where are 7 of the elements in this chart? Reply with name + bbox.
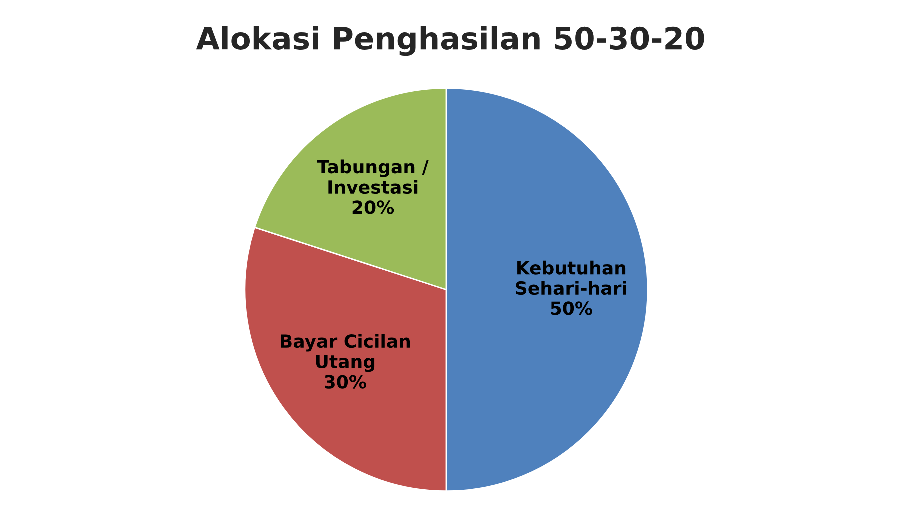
slice-label: Kebutuhan Sehari-hari — [516, 260, 626, 296]
data-label: 30% — [325, 375, 366, 389]
data-label: 20% — [352, 200, 394, 214]
slice-label: Bayar Cicilan Utang — [281, 334, 410, 372]
data-label: 50% — [551, 302, 592, 316]
chart-title: Alokasi Penghasilan 50-30-20 — [196, 26, 704, 56]
slice-label: Tabungan / Investasi — [317, 160, 429, 194]
